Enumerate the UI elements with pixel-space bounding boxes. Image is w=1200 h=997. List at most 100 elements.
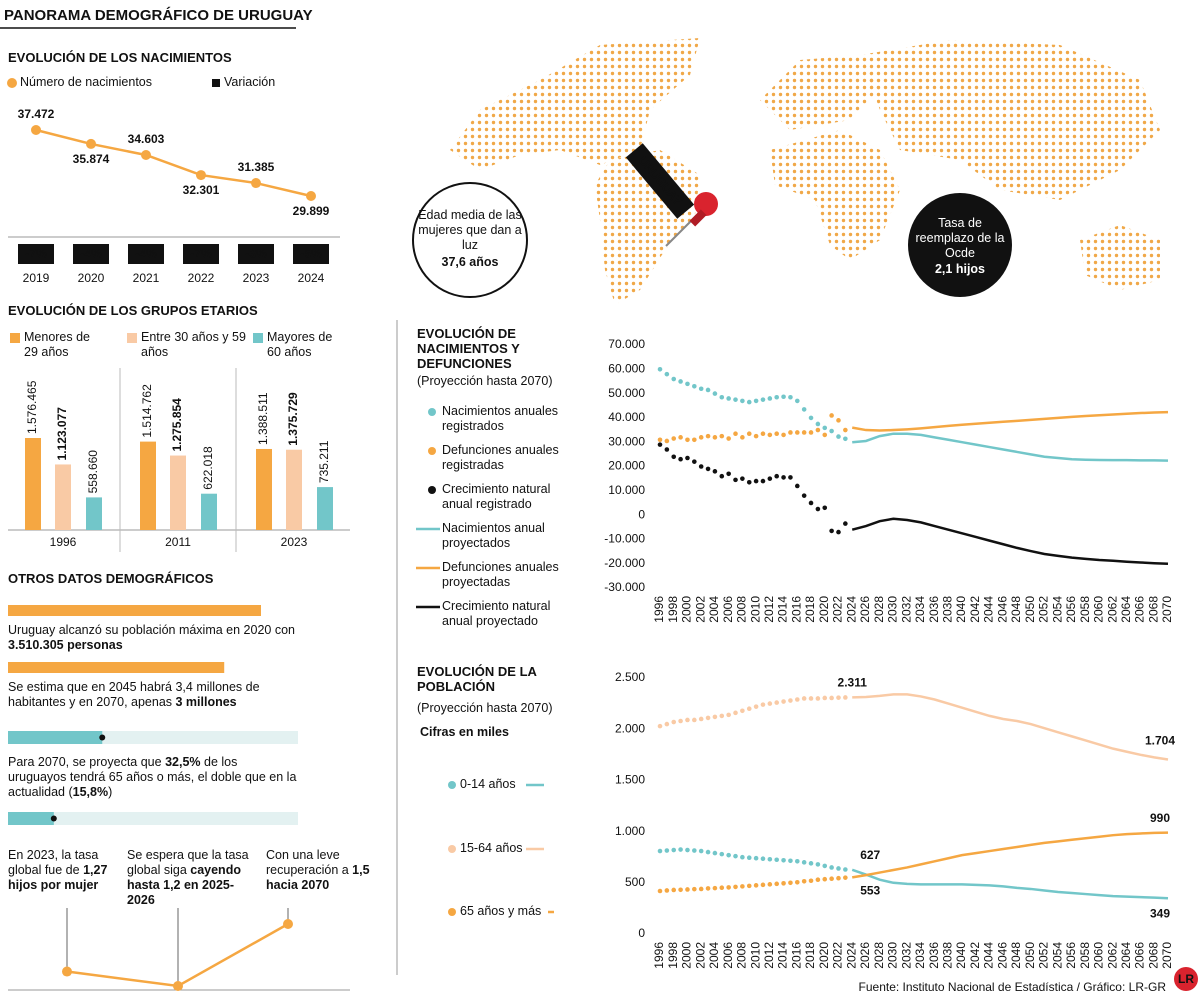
point <box>801 407 807 412</box>
line <box>851 517 1169 565</box>
point <box>767 882 773 887</box>
point <box>774 700 780 705</box>
legend-label: Variación <box>224 75 276 89</box>
x-tick-label: 2022 <box>188 271 215 285</box>
x-tick-label: 2044 <box>982 596 996 623</box>
point <box>753 433 759 439</box>
x-tick-label: 2038 <box>940 942 954 969</box>
legend-marker <box>448 781 456 789</box>
point <box>740 476 745 481</box>
point <box>678 379 683 384</box>
point <box>836 529 841 535</box>
x-tick-label: 2024 <box>298 271 325 285</box>
point <box>62 966 72 977</box>
variation-box <box>183 244 219 264</box>
point <box>788 698 793 703</box>
x-tick-label: 2054 <box>1050 596 1064 623</box>
x-tick-label: 2050 <box>1023 942 1037 969</box>
x-tick-label: 2026 <box>858 942 872 969</box>
x-tick-label: 2058 <box>1078 942 1092 969</box>
x-tick-label: 2046 <box>995 596 1009 623</box>
bold-text: 15,8% <box>72 785 109 799</box>
point <box>678 718 683 724</box>
point <box>740 854 745 860</box>
point <box>698 716 704 722</box>
point <box>306 191 316 201</box>
variation-label: -3% <box>245 247 267 261</box>
point <box>705 433 711 439</box>
text: Con una leve recuperación a <box>266 848 353 877</box>
point <box>733 710 738 716</box>
x-tick-label: 2023 <box>243 271 270 285</box>
point <box>719 473 725 479</box>
bar <box>8 605 261 616</box>
point <box>719 713 725 719</box>
x-tick-label: 2008 <box>735 596 749 623</box>
progress-dot <box>50 815 57 822</box>
text: de los uruguayos tendrá 65 años o más, e… <box>8 755 297 799</box>
point <box>774 394 780 400</box>
point <box>671 719 677 725</box>
data-label: 32.301 <box>183 183 220 197</box>
x-tick-label: 2054 <box>1050 942 1064 969</box>
x-tick-label: 2016 <box>789 596 803 623</box>
point <box>685 717 690 723</box>
y-tick-label: 1.500 <box>615 773 645 787</box>
point <box>692 437 697 443</box>
point <box>705 466 711 472</box>
x-tick-label: 2012 <box>762 596 776 623</box>
y-tick-label: 10.000 <box>608 483 645 497</box>
point <box>794 398 800 404</box>
legend-marker <box>428 486 436 494</box>
point <box>801 696 807 701</box>
text-block: Se estima que en 2045 habrá 3,4 millones… <box>8 680 303 710</box>
point <box>733 884 738 890</box>
x-tick-label: 2010 <box>748 942 762 969</box>
legend-label: Nacimientos anual proyectados <box>442 521 545 550</box>
callout-text: Edad media de las mujeres que dan a luz <box>418 208 522 252</box>
point <box>657 888 663 894</box>
x-tick-label: 2004 <box>707 596 721 623</box>
variation-box <box>128 244 164 264</box>
point <box>760 856 766 862</box>
section-title: OTROS DATOS DEMOGRÁFICOS <box>8 571 214 586</box>
point <box>671 847 677 853</box>
point <box>705 849 711 855</box>
point <box>822 863 828 869</box>
variation-label: -7% <box>190 247 212 261</box>
point <box>760 478 766 484</box>
line <box>852 831 1169 879</box>
x-tick-label: 2070 <box>1160 596 1174 623</box>
y-tick-label: 60.000 <box>608 361 645 375</box>
point <box>843 427 848 433</box>
point <box>808 878 814 884</box>
bar <box>140 441 156 530</box>
point <box>843 695 848 700</box>
x-tick-label: 2040 <box>954 596 968 623</box>
point <box>664 888 670 893</box>
point <box>678 456 683 462</box>
point <box>843 867 848 872</box>
point <box>753 478 759 484</box>
x-tick-label: 1996 <box>652 596 666 623</box>
x-tick-label: 2066 <box>1133 942 1147 969</box>
point <box>774 857 780 863</box>
point <box>698 886 704 892</box>
legend-label: 15-64 años <box>460 841 523 855</box>
point <box>760 431 766 436</box>
callout-text: Tasa de reemplazo de la Ocde <box>915 216 1005 260</box>
point <box>843 436 848 442</box>
point <box>698 848 704 854</box>
point <box>781 857 786 863</box>
x-tick-label: 2008 <box>735 942 749 969</box>
data-label: 1.123.077 <box>55 407 69 461</box>
point <box>794 858 800 864</box>
point <box>746 431 752 436</box>
variation-label: -4% <box>80 247 102 261</box>
point <box>657 723 663 729</box>
point <box>671 454 677 460</box>
data-label: 35.874 <box>73 152 110 166</box>
point <box>726 852 731 858</box>
point <box>836 434 841 439</box>
